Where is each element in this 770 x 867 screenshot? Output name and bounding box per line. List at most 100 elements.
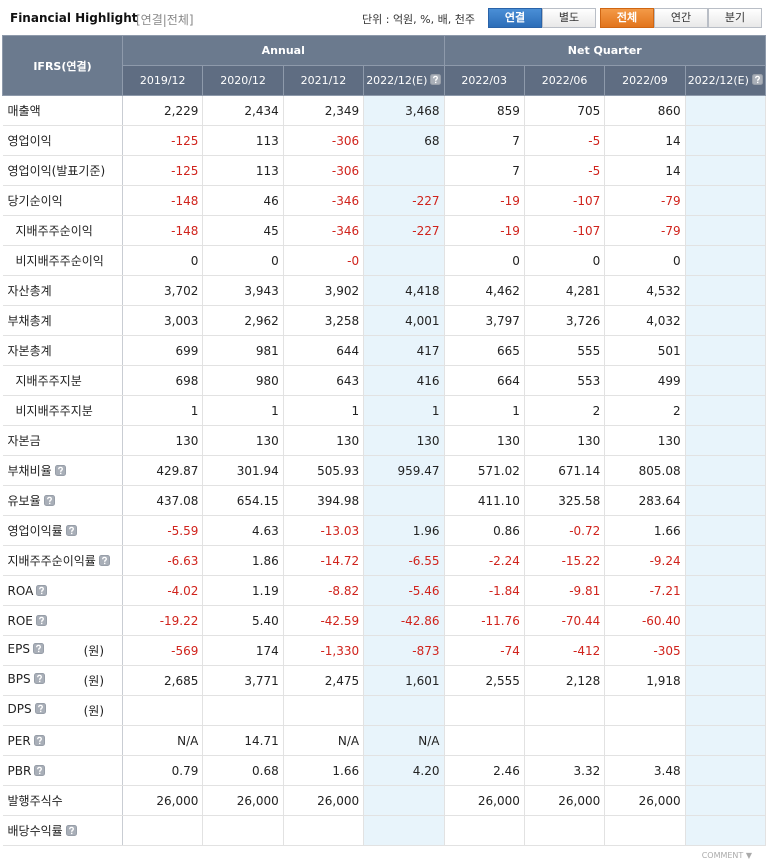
row-label: 지배주주지분 <box>2 365 123 396</box>
cell <box>524 725 606 756</box>
label-text: 당기순이익 <box>7 194 63 208</box>
cell: 2,128 <box>524 665 606 696</box>
cell: 698 <box>122 365 204 396</box>
help-icon[interactable] <box>32 643 44 654</box>
cell: 665 <box>444 335 525 366</box>
cell <box>604 725 686 756</box>
cell: 553 <box>524 365 606 396</box>
row-label: 부채총계 <box>2 305 123 336</box>
help-icon[interactable] <box>98 555 110 566</box>
cell: 959.47 <box>363 455 445 486</box>
cell <box>685 455 767 486</box>
cell: 3,258 <box>283 305 365 336</box>
data-row: PBR 0.79 0.68 1.66 4.20 2.46 3.32 3.48 <box>2 755 767 786</box>
help-icon[interactable] <box>34 764 46 776</box>
cell: 1,918 <box>604 665 686 696</box>
help-icon[interactable] <box>33 734 45 746</box>
button[interactable]: 연결 <box>488 8 542 28</box>
label-text: DPS <box>7 702 32 716</box>
column-header: 2021/12 <box>282 65 365 96</box>
cell <box>685 785 767 816</box>
cell: 130 <box>283 425 365 456</box>
data-row: 비지배주주지분 1 1 1 1 1 2 2 <box>2 395 767 426</box>
row-label: ROE <box>2 605 123 636</box>
cell: 555 <box>524 335 606 366</box>
help-icon[interactable] <box>430 74 442 85</box>
title: Financial Highlight <box>10 11 138 25</box>
row-label: 영업이익(발표기준) <box>2 155 123 186</box>
column-label: 2022/09 <box>622 74 668 87</box>
cell: -306 <box>283 125 365 156</box>
cell <box>363 485 445 516</box>
column-label: 2022/12(E) <box>687 74 749 87</box>
data-row: 당기순이익 -148 46 -346 -227 -19 -107 -79 <box>2 185 767 216</box>
cell: 130 <box>524 425 606 456</box>
cell: N/A <box>122 725 204 756</box>
financial-table: IFRS(연결) Annual Net Quarter 2019/12 2020/12 2… <box>2 35 767 846</box>
data-row: 자본총계 699 981 644 417 665 555 501 <box>2 335 767 366</box>
cell: 664 <box>444 365 525 396</box>
comment-toggle[interactable]: COMMENT ▼ <box>701 851 752 860</box>
help-icon[interactable] <box>751 74 763 85</box>
cell: 416 <box>363 365 445 396</box>
cell <box>283 815 365 846</box>
help-icon[interactable] <box>35 614 47 626</box>
data-row: ROA -4.02 1.19 -8.82 -5.46 -1.84 -9.81 -7.21 <box>2 575 767 606</box>
row-label: 자산총계 <box>2 275 123 306</box>
cell: 643 <box>283 365 365 396</box>
cell: 130 <box>202 425 284 456</box>
cell: -9.24 <box>604 545 686 576</box>
cell: N/A <box>363 725 445 756</box>
period-toggle: 전체 연간 분기 <box>600 8 762 28</box>
label-text: 매출액 <box>7 104 41 118</box>
cell <box>685 155 767 186</box>
label-text: PBR <box>7 763 32 778</box>
column-label: 2022/12(E) <box>366 74 428 87</box>
cell: 2 <box>604 395 686 426</box>
help-icon[interactable] <box>36 584 48 596</box>
button[interactable]: 분기 <box>708 8 762 28</box>
help-icon[interactable] <box>34 703 46 714</box>
cell: 4.63 <box>202 515 284 546</box>
button[interactable]: 전체 <box>600 8 654 28</box>
cell: 505.93 <box>283 455 365 486</box>
label-text: 영업이익(발표기준) <box>7 164 106 178</box>
cell: 113 <box>202 125 284 156</box>
cell <box>122 815 204 846</box>
cell: 699 <box>122 335 204 366</box>
cell <box>685 515 767 546</box>
column-header: 2019/12 <box>121 65 204 96</box>
data-row: BPS (원) 2,685 3,771 2,475 1,601 2,555 2,128 1,91… <box>2 665 767 696</box>
cell: -79 <box>604 185 686 216</box>
help-icon[interactable] <box>65 525 77 536</box>
cell <box>685 605 767 636</box>
scope: [연결|전체] <box>136 13 194 27</box>
cell: 26,000 <box>202 785 284 816</box>
cell <box>685 425 767 456</box>
button[interactable]: 연간 <box>654 8 708 28</box>
cell: -148 <box>122 185 204 216</box>
row-label: 비지배주주지분 <box>2 395 123 426</box>
cell: 671.14 <box>524 455 606 486</box>
help-icon[interactable] <box>65 825 77 836</box>
cell: -569 <box>122 635 204 666</box>
cell: 859 <box>444 95 525 126</box>
cell <box>524 695 606 726</box>
row-label: 매출액 <box>2 95 123 126</box>
cell: 130 <box>122 425 204 456</box>
cell: 981 <box>202 335 284 366</box>
cell: 3,797 <box>444 305 525 336</box>
cell <box>524 815 606 846</box>
help-icon[interactable] <box>54 465 66 476</box>
cell: 26,000 <box>444 785 525 816</box>
cell: 4,418 <box>363 275 445 306</box>
help-icon[interactable] <box>33 673 45 684</box>
data-row: 자산총계 3,702 3,943 3,902 4,418 4,462 4,281 4,532 <box>2 275 767 306</box>
cell <box>685 125 767 156</box>
cell <box>685 755 767 786</box>
label-text: 영업이익률 <box>7 524 63 538</box>
cell <box>604 695 686 726</box>
consolidation-toggle: 연결 별도 <box>488 8 596 28</box>
button[interactable]: 별도 <box>542 8 596 28</box>
help-icon[interactable] <box>43 495 55 506</box>
